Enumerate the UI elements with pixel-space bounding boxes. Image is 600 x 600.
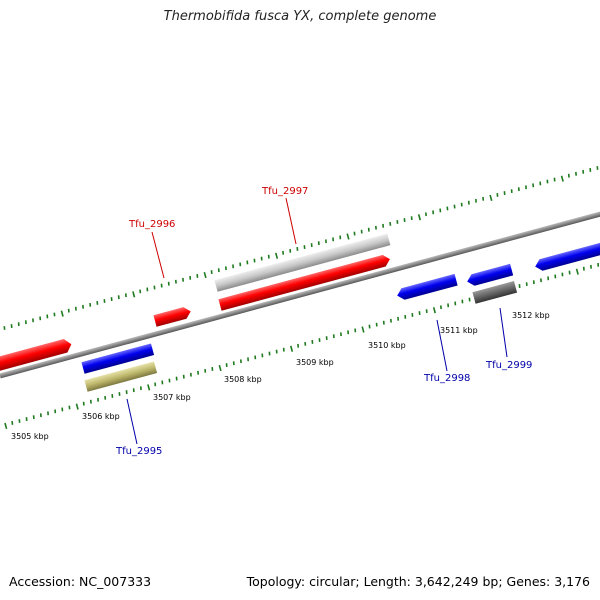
kbp-label: 3506 kbp [82,412,120,421]
kbp-label: 3510 kbp [368,341,406,350]
gene-label-tfu-2996: Tfu_2996 [128,219,175,230]
gene-arrow-tfu-2997 [218,254,390,311]
major-tick [203,271,207,279]
gene-label-tfu-2999: Tfu_2999 [485,360,532,371]
gene-label-tfu-2997: Tfu_2997 [261,186,308,197]
lower-tick-track [4,262,600,430]
genome-backbone [0,206,600,379]
kbp-label: 3508 kbp [224,375,262,384]
leader-line [436,319,448,372]
kbp-label: 3509 kbp [296,358,334,367]
gene-arrow-tfu-2999 [467,263,514,286]
gene-arrow-tfu-2998 [397,273,458,300]
major-tick [275,252,279,259]
gene-arrow-olive [84,361,158,392]
upper-tick-track [3,166,599,330]
major-tick [218,364,222,372]
major-tick [147,384,151,391]
gene-arrow-tfu-2995 [81,343,155,374]
major-tick [346,233,350,240]
kbp-label: 3511 kbp [440,326,478,335]
major-tick [75,403,79,410]
major-tick [4,422,8,430]
gene-arrow-gray [214,233,391,292]
major-tick [432,307,437,314]
kbp-label: 3507 kbp [153,393,191,402]
gene-label-tfu-2995: Tfu_2995 [115,446,162,457]
major-tick [132,291,136,298]
major-tick [60,310,64,317]
major-tick [361,326,365,333]
major-tick [417,214,422,221]
map-title: Thermobifida fusca YX, complete genome [163,9,437,24]
kbp-label: 3505 kbp [11,432,49,441]
gene-arrow-red-left [0,339,72,374]
gene-arrow-dark-gray [472,281,518,304]
topology-text: Topology: circular; Length: 3,642,249 bp… [246,574,590,589]
leader-line [285,197,297,245]
gene-label-tfu-2998: Tfu_2998 [423,373,470,384]
leader-line [151,231,165,279]
major-tick [575,268,579,275]
kbp-label: 3512 kbp [512,311,550,320]
major-tick [560,175,564,182]
gene-arrow-blue-right [535,238,600,271]
accession-text: Accession: NC_007333 [9,574,152,589]
gene-arrow-tfu-2996 [153,307,191,327]
leader-line [499,307,508,358]
major-tick [489,194,493,202]
leader-line [126,398,138,445]
major-tick [290,345,294,352]
